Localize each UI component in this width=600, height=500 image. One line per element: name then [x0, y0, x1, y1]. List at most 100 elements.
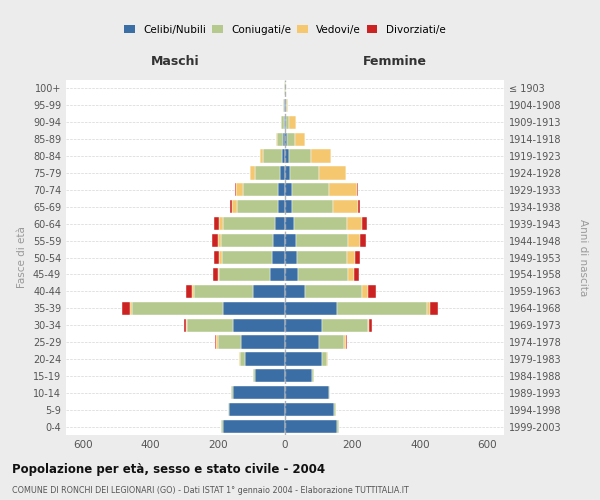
Bar [285, 234, 296, 247]
Bar [223, 302, 285, 315]
Bar [289, 150, 311, 162]
Bar [329, 184, 358, 196]
Bar [298, 268, 349, 281]
Bar [281, 116, 284, 129]
Bar [193, 284, 194, 298]
Bar [283, 132, 285, 146]
Bar [362, 284, 368, 298]
Bar [220, 268, 270, 281]
Bar [285, 99, 286, 112]
Text: COMUNE DI RONCHI DEI LEGIONARI (GO) - Dati ISTAT 1° gennaio 2004 - Elaborazione : COMUNE DI RONCHI DEI LEGIONARI (GO) - Da… [12, 486, 409, 495]
Bar [132, 302, 223, 315]
Bar [344, 336, 346, 348]
Bar [212, 268, 218, 281]
Bar [278, 200, 285, 213]
Bar [273, 234, 285, 247]
Bar [285, 268, 298, 281]
Bar [285, 336, 319, 348]
Bar [319, 166, 346, 179]
Bar [214, 217, 220, 230]
Bar [369, 318, 372, 332]
Bar [255, 166, 280, 179]
Bar [243, 184, 278, 196]
Y-axis label: Fasce di età: Fasce di età [17, 226, 27, 288]
Bar [218, 268, 220, 281]
Bar [223, 217, 275, 230]
Bar [329, 386, 331, 400]
Bar [241, 336, 285, 348]
Bar [214, 251, 219, 264]
Bar [187, 318, 233, 332]
Bar [215, 336, 216, 348]
Bar [218, 234, 221, 247]
Bar [286, 99, 287, 112]
Bar [285, 318, 322, 332]
Bar [289, 116, 296, 129]
Bar [322, 352, 327, 366]
Bar [285, 420, 337, 433]
Bar [295, 217, 347, 230]
Y-axis label: Anni di nascita: Anni di nascita [578, 219, 588, 296]
Bar [290, 166, 319, 179]
Bar [285, 369, 312, 382]
Bar [130, 302, 132, 315]
Bar [347, 217, 362, 230]
Bar [348, 234, 360, 247]
Bar [287, 99, 289, 112]
Bar [358, 200, 360, 213]
Bar [239, 352, 245, 366]
Bar [296, 234, 348, 247]
Bar [287, 132, 295, 146]
Bar [285, 200, 292, 213]
Bar [233, 318, 285, 332]
Bar [221, 234, 273, 247]
Bar [285, 284, 305, 298]
Bar [337, 420, 339, 433]
Bar [250, 166, 255, 179]
Bar [285, 352, 322, 366]
Bar [281, 150, 285, 162]
Bar [285, 132, 287, 146]
Bar [285, 302, 337, 315]
Bar [319, 336, 344, 348]
Bar [263, 150, 281, 162]
Bar [270, 268, 285, 281]
Bar [232, 200, 237, 213]
Bar [235, 184, 236, 196]
Bar [212, 234, 218, 247]
Bar [292, 184, 329, 196]
Bar [283, 99, 284, 112]
Bar [333, 200, 358, 213]
Bar [285, 386, 329, 400]
Bar [278, 184, 285, 196]
Bar [220, 217, 223, 230]
Bar [355, 268, 359, 281]
Legend: Celibi/Nubili, Coniugati/e, Vedovi/e, Divorziati/e: Celibi/Nubili, Coniugati/e, Vedovi/e, Di… [124, 25, 446, 35]
Bar [186, 318, 187, 332]
Bar [231, 386, 233, 400]
Bar [275, 132, 277, 146]
Bar [292, 200, 333, 213]
Bar [360, 234, 366, 247]
Bar [237, 200, 278, 213]
Bar [254, 369, 285, 382]
Bar [295, 132, 305, 146]
Bar [253, 284, 285, 298]
Bar [285, 150, 289, 162]
Bar [230, 200, 232, 213]
Bar [285, 166, 290, 179]
Bar [253, 369, 254, 382]
Bar [260, 150, 263, 162]
Bar [285, 217, 295, 230]
Bar [236, 184, 243, 196]
Bar [272, 251, 285, 264]
Text: Maschi: Maschi [151, 55, 200, 68]
Bar [184, 318, 186, 332]
Bar [228, 403, 229, 416]
Bar [218, 336, 241, 348]
Bar [305, 284, 362, 298]
Bar [297, 251, 347, 264]
Bar [284, 99, 285, 112]
Bar [285, 403, 334, 416]
Bar [275, 217, 285, 230]
